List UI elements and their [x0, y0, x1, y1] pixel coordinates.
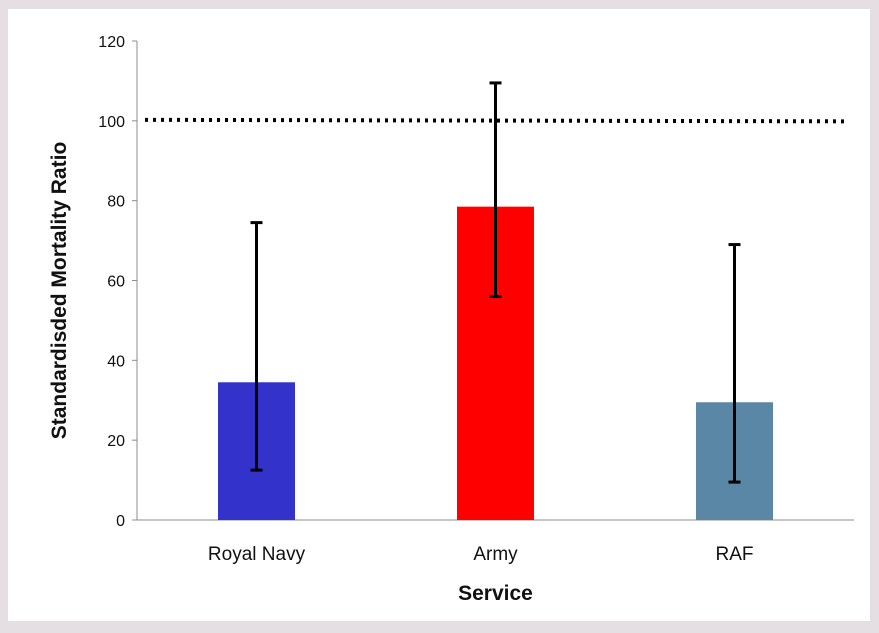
y-tick-label: 60: [107, 274, 125, 291]
y-tick-label: 100: [98, 114, 125, 131]
category-label: RAF: [716, 544, 754, 565]
x-axis-title: Service: [458, 582, 533, 605]
chart-frame: 0 20 40 60 80 100 120 Royal Navy Army RAF Servic…: [8, 9, 870, 621]
y-tick-label: 80: [107, 194, 125, 211]
y-tick-label: 0: [116, 513, 125, 530]
y-tick-label: 20: [107, 433, 125, 450]
y-axis-title: Standardisded Mortality Ratio: [48, 142, 71, 440]
y-tick-label: 120: [98, 34, 125, 51]
category-label: Army: [473, 544, 518, 565]
bar-chart: 0 20 40 60 80 100 120 Royal Navy Army RAF Servic…: [48, 34, 854, 605]
y-tick-label: 40: [107, 353, 125, 370]
category-label: Royal Navy: [208, 544, 306, 565]
